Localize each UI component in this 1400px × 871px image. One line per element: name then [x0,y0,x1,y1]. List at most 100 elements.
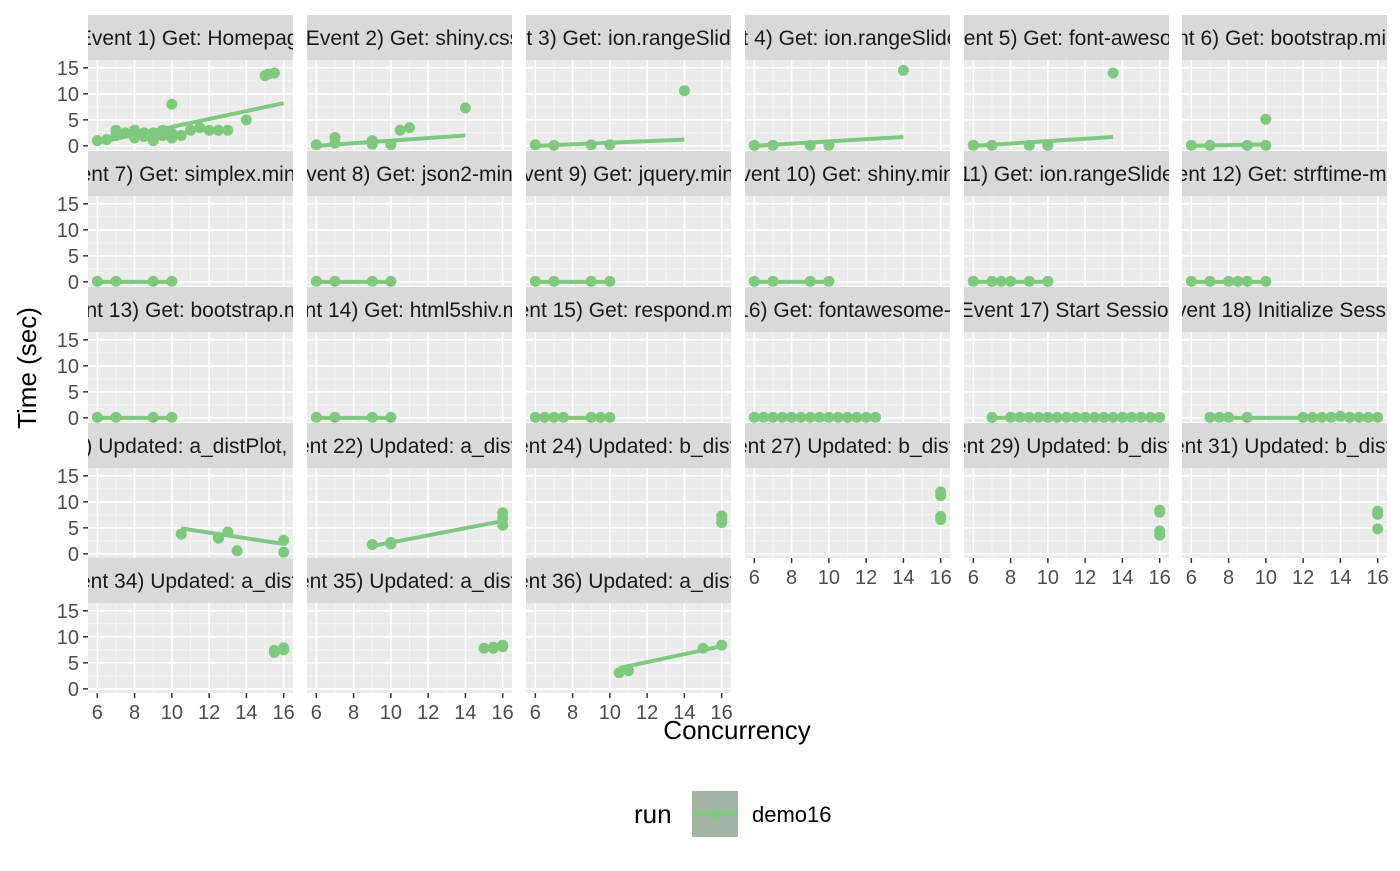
facet-strip [745,151,950,196]
data-point [147,411,159,423]
data-point [129,132,141,144]
data-point [329,137,341,149]
data-point [776,411,788,423]
data-point [138,130,150,142]
data-point [1316,411,1328,423]
facet-panel: (Event 16) Get: fontawesome-webfont [745,287,950,423]
x-tick-label: 6 [311,702,322,724]
facet-strip [88,287,293,332]
data-point [758,411,770,423]
data-point [1372,505,1384,517]
data-point [310,139,322,151]
data-point [716,639,728,651]
data-point [1023,275,1035,287]
data-point [222,526,234,538]
data-point [147,127,159,139]
data-point [595,411,607,423]
data-point [678,85,690,97]
x-tick-label: 10 [161,702,183,724]
data-point [823,411,835,423]
data-point [310,275,322,287]
data-point [1005,275,1017,287]
data-point [385,411,397,423]
facet-panel: (Event 11) Get: ion.rangeSlider.min.js [964,151,1169,287]
facet-strip [1182,423,1387,468]
data-point [986,411,998,423]
data-point [1372,523,1384,535]
data-point [1154,504,1166,516]
data-point [1088,411,1100,423]
data-point [986,139,998,151]
data-point [804,411,816,423]
data-point [1241,139,1253,151]
x-tick-label: 14 [1111,567,1133,589]
data-point [1204,139,1216,151]
data-point [166,127,178,139]
data-point [529,275,541,287]
facet-strip [526,15,731,60]
data-point [1014,411,1026,423]
y-tick-label: 10 [57,492,79,514]
data-point [1144,411,1156,423]
data-point [175,528,187,540]
x-tick-label: 14 [454,702,476,724]
data-point [278,546,290,558]
facet-panel: (Event 3) Get: ion.rangeSlider.css [472,15,786,151]
facet-strip-label: (Event 3) Get: ion.rangeSlider.css [472,27,786,50]
x-tick-label: 10 [1037,567,1059,589]
x-tick-label: 12 [855,567,877,589]
data-point [1061,411,1072,423]
facet-strip [526,287,731,332]
trend-line [1191,142,1266,148]
x-tick-label: 8 [786,567,797,589]
x-tick-label: 12 [417,702,439,724]
data-point [385,139,397,151]
facet-strip-label: (Event 14) Get: html5shiv.min.js [261,299,557,322]
data-point [1241,411,1253,423]
facet-panel: (Event 5) Get: font-awesome [964,15,1169,151]
data-point [366,275,378,287]
x-tick-label: 10 [1255,567,1277,589]
x-tick-label: 6 [968,567,979,589]
data-point [823,139,835,151]
facet-panel: (Event 10) Get: shiny.min.js [745,151,950,287]
data-point [869,411,881,423]
data-point [823,275,835,287]
facet-panel: (Event 6) Get: bootstrap.min.css [1182,15,1387,151]
x-tick-label: 10 [818,567,840,589]
data-point [1372,411,1384,423]
x-tick-label: 8 [567,702,578,724]
data-point [1107,67,1119,79]
data-point [497,641,509,653]
data-point [995,275,1007,287]
data-point [91,135,103,147]
facet-strip [307,15,512,60]
x-tick-label: 8 [348,702,359,724]
y-tick-label: 5 [68,653,79,675]
facet-strip-label: (Event 35) Updated: a_distPlot [266,570,552,593]
facet-strip [964,15,1169,60]
data-point [786,411,798,423]
data-point [1051,411,1063,423]
data-point [222,124,234,136]
facet-strip [526,151,731,196]
facet-panel: (Event 1) Get: Homepage 0 5 10 15 [57,15,293,158]
x-tick-label: 8 [1223,567,1234,589]
data-point [832,411,844,423]
data-point [1260,139,1272,151]
data-point [404,122,415,134]
facet-panel: (Event 2) Get: shiny.css [307,15,512,151]
data-point [175,129,187,141]
data-point [366,411,378,423]
x-tick-label: 16 [711,702,733,724]
y-tick-label: 5 [68,110,79,132]
data-point [385,275,397,287]
y-tick-label: 0 [68,679,79,701]
facet-strip [307,151,512,196]
facet-strip-label: (Event 7) Get: simplex.min.css [48,163,333,186]
x-tick-label: 12 [1292,567,1314,589]
data-point [1204,275,1216,287]
facet-panel: (Event 17) Start Session [964,287,1169,423]
facet-panel: (Event 35) Updated: a_distPlot 6 8 10 12 14 16 [266,558,552,724]
data-point [1154,525,1166,537]
